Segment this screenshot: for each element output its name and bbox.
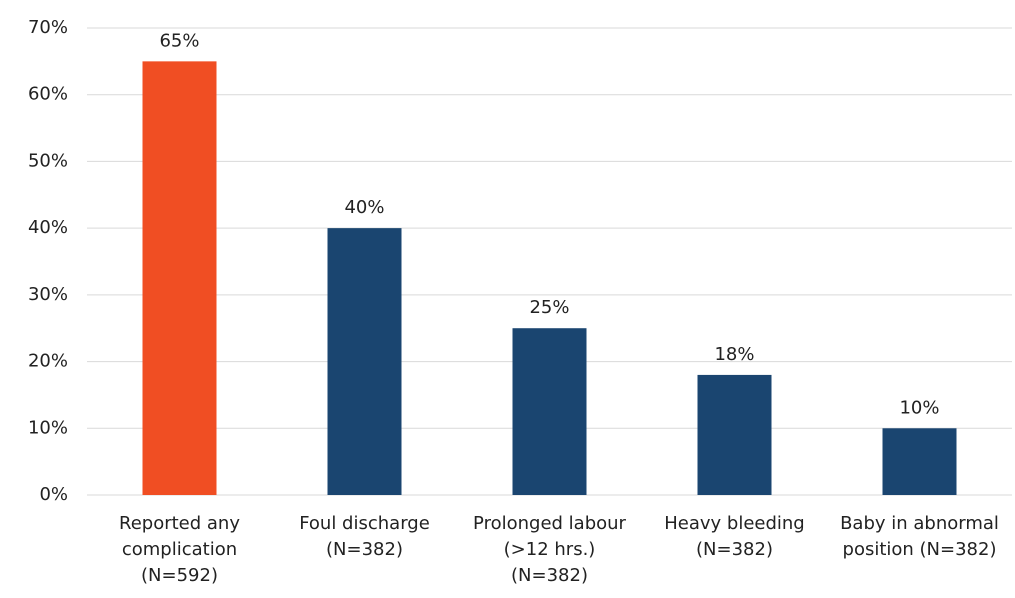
data-label: 25% — [529, 297, 569, 318]
x-tick-label: Foul discharge (N=382) — [299, 513, 430, 560]
y-tick-label: 0% — [39, 484, 68, 505]
y-tick-label: 10% — [28, 417, 68, 438]
y-tick-label: 30% — [28, 284, 68, 305]
data-label: 65% — [159, 30, 199, 51]
y-tick-label: 60% — [28, 84, 68, 105]
bar — [882, 428, 957, 495]
data-label: 10% — [899, 397, 939, 418]
x-tick-label: Reported any complication (N=592) — [119, 513, 240, 586]
bar — [327, 228, 402, 495]
bar — [512, 328, 587, 495]
x-tick-label: Prolonged labour (>12 hrs.) (N=382) — [473, 513, 626, 586]
data-label: 40% — [344, 197, 384, 218]
bar — [697, 374, 772, 495]
data-label: 18% — [714, 344, 754, 365]
y-tick-label: 20% — [28, 351, 68, 372]
y-tick-label: 70% — [28, 17, 68, 38]
x-tick-label: Heavy bleeding (N=382) — [664, 513, 805, 560]
y-tick-label: 50% — [28, 150, 68, 171]
y-tick-label: 40% — [28, 217, 68, 238]
x-tick-label: Baby in abnormal position (N=382) — [840, 513, 999, 560]
bar — [142, 61, 217, 495]
